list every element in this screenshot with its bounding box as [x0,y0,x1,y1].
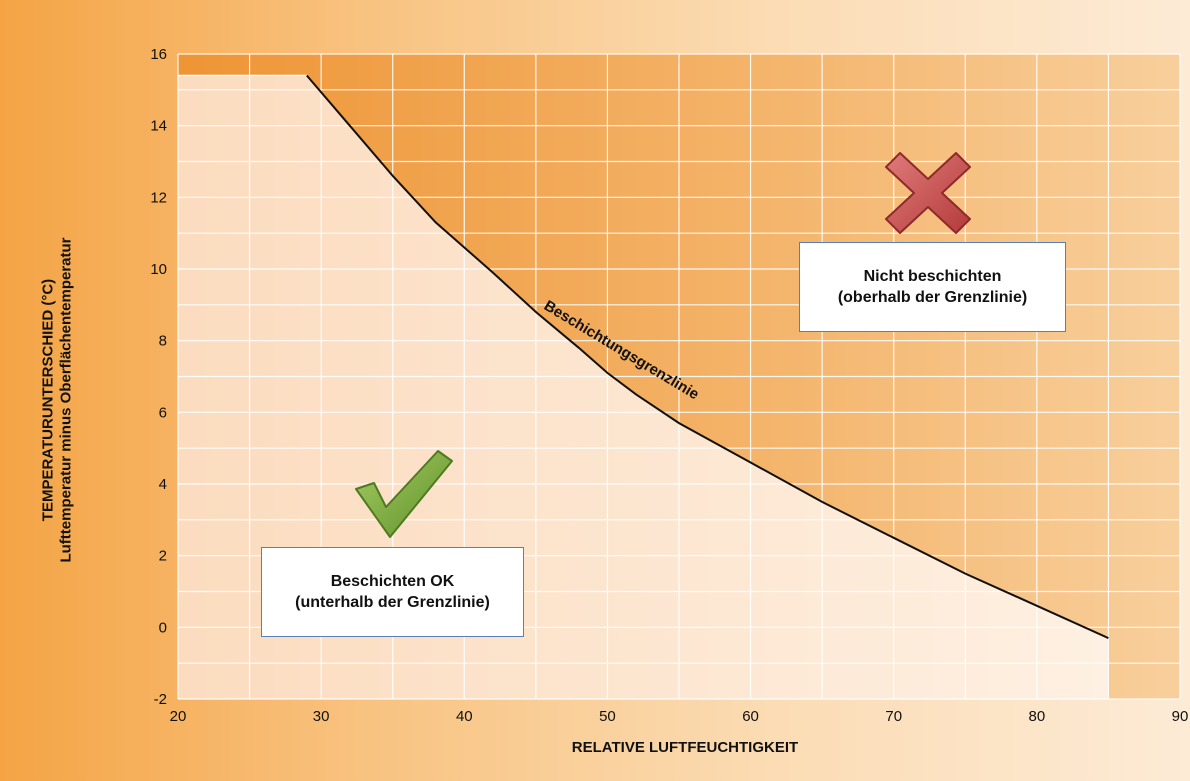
y-tick-label: 8 [159,333,167,350]
series-line-beschichtungsgrenzlinie [306,74,1109,640]
coating-ok-subtitle: (unterhalb der Grenzlinie) [295,594,490,611]
x-tick-label: 80 [1029,708,1046,725]
x-tick-label: 40 [456,708,473,725]
x-tick-label: 30 [313,708,330,725]
y-axis-label-line1: TEMPERATURUNTERSCHIED (°C) [40,278,57,522]
y-tick-label: 14 [150,118,167,135]
x-tick-label: 70 [885,708,902,725]
y-tick-label: 4 [159,476,167,493]
y-tick-labels: -2 0 2 4 6 8 10 12 14 16 [150,46,167,708]
y-tick-label: 10 [150,261,167,278]
series-layer [178,74,1109,640]
x-tick-label: 20 [170,708,187,725]
cross-mark-icon [885,152,971,234]
do-not-coat-box: Nicht beschichten (oberhalb der Grenzlin… [799,242,1066,332]
y-axis-label: TEMPERATURUNTERSCHIED (°C) Lufttemperatu… [18,100,98,700]
do-not-coat-title: Nicht beschichten [863,268,1002,285]
check-mark-icon [355,450,453,538]
x-tick-labels: 20 30 40 50 60 70 80 90 [170,708,1189,725]
x-tick-label: 50 [599,708,616,725]
y-axis-label-line2: Lufttemperatur minus Oberflächentemperat… [58,237,75,563]
y-tick-label: -2 [154,691,167,708]
region-below-limit [178,75,1109,699]
y-tick-label: 6 [159,404,167,421]
coating-ok-box: Beschichten OK (unterhalb der Grenzlinie… [261,547,524,637]
y-tick-label: 16 [150,46,167,63]
x-tick-label: 90 [1172,708,1189,725]
x-tick-label: 60 [742,708,759,725]
y-tick-label: 0 [159,619,167,636]
y-tick-label: 2 [159,548,167,565]
x-axis-label: RELATIVE LUFTFEUCHTIGKEIT [571,739,799,756]
coating-ok-title: Beschichten OK [330,573,455,590]
do-not-coat-subtitle: (oberhalb der Grenzlinie) [837,289,1028,306]
y-tick-label: 12 [150,189,167,206]
